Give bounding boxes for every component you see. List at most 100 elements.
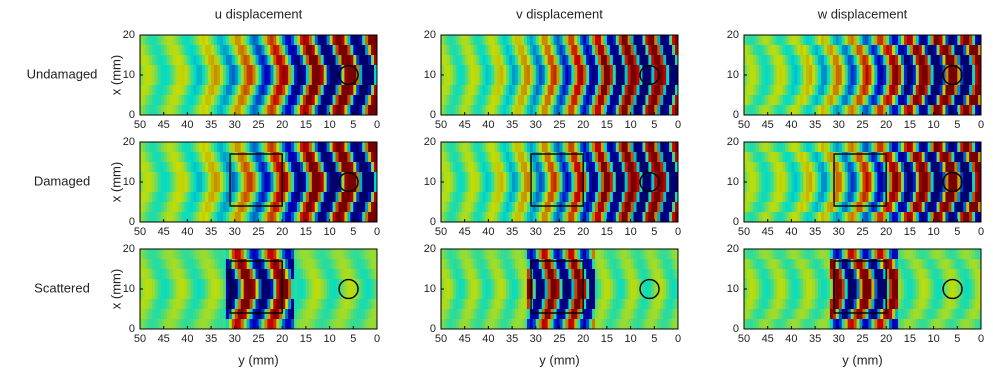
- field-cell: [669, 299, 673, 310]
- field-cell: [600, 162, 605, 173]
- field-cell: [479, 95, 484, 106]
- field-cell: [895, 85, 899, 96]
- field-cell: [538, 142, 543, 153]
- field-cell: [592, 192, 596, 203]
- field-cell: [374, 172, 377, 183]
- field-cell: [559, 95, 564, 106]
- field-cell: [196, 202, 200, 213]
- field-cell: [464, 309, 469, 320]
- field-cell: [211, 55, 215, 66]
- field-cell: [806, 55, 810, 66]
- field-cell: [476, 172, 481, 183]
- field-cell: [568, 299, 572, 310]
- field-cell: [969, 105, 973, 115]
- field-cell: [282, 142, 286, 153]
- field-cell: [217, 309, 221, 320]
- field-cell: [326, 75, 331, 86]
- field-cell: [452, 105, 457, 115]
- field-cell: [877, 45, 881, 56]
- field-cell: [663, 162, 667, 173]
- field-cell: [488, 85, 492, 96]
- field-cell: [157, 95, 162, 106]
- field-cell: [145, 142, 150, 153]
- field-cell: [491, 279, 495, 290]
- field-cell: [294, 192, 298, 203]
- field-cell: [580, 279, 584, 290]
- field-cell: [592, 152, 596, 163]
- field-cell: [467, 75, 472, 86]
- field-cell: [264, 202, 268, 213]
- field-cell: [497, 259, 501, 270]
- field-cell: [600, 55, 605, 66]
- field-cell: [660, 269, 664, 280]
- field-cell: [506, 299, 510, 310]
- field-cell: [219, 212, 224, 222]
- field-cell: [288, 309, 292, 320]
- field-cell: [178, 162, 183, 173]
- field-cell: [187, 319, 191, 329]
- field-cell: [892, 45, 896, 56]
- field-cell: [651, 309, 655, 320]
- field-cell: [589, 259, 593, 270]
- field-cell: [515, 55, 519, 66]
- field-cell: [154, 279, 159, 290]
- field-cell: [193, 249, 197, 260]
- field-cell: [853, 45, 858, 56]
- field-cell: [645, 319, 649, 329]
- field-cell: [326, 55, 331, 66]
- field-cell: [797, 202, 801, 213]
- field-cell: [276, 65, 280, 76]
- field-cell: [791, 65, 795, 76]
- field-cell: [862, 55, 867, 66]
- field-cell: [252, 192, 257, 203]
- field-cell: [299, 269, 304, 280]
- field-cell: [356, 65, 360, 76]
- field-cell: [228, 85, 233, 96]
- field-cell: [279, 65, 283, 76]
- field-cell: [341, 309, 346, 320]
- field-cell: [598, 75, 602, 86]
- field-cell: [630, 279, 635, 290]
- field-cell: [332, 172, 337, 183]
- field-cell: [636, 212, 641, 222]
- field-cell: [933, 95, 938, 106]
- field-cell: [193, 259, 197, 270]
- field-cell: [246, 192, 251, 203]
- field-cell: [663, 105, 667, 115]
- field-cell: [645, 55, 649, 66]
- field-cell: [889, 55, 893, 66]
- field-cell: [770, 45, 775, 56]
- field-cell: [565, 105, 569, 115]
- field-cell: [744, 142, 748, 153]
- field-cell: [874, 95, 878, 106]
- field-cell: [258, 105, 263, 115]
- field-cell: [344, 309, 348, 320]
- x-tick-label: 35: [506, 333, 518, 345]
- field-cell: [252, 249, 257, 260]
- field-cell: [461, 319, 466, 329]
- field-cell: [523, 192, 528, 203]
- field-cell: [449, 249, 454, 260]
- field-cell: [844, 35, 849, 46]
- field-cell: [523, 182, 528, 193]
- field-cell: [752, 162, 757, 173]
- field-cell: [145, 172, 150, 183]
- field-cell: [806, 152, 810, 163]
- field-cell: [305, 45, 310, 56]
- field-cell: [140, 249, 144, 260]
- field-cell: [214, 212, 218, 222]
- field-cell: [565, 85, 569, 96]
- field-cell: [800, 192, 804, 203]
- field-cell: [764, 172, 769, 183]
- field-cell: [797, 152, 801, 163]
- x-tick-label: 15: [300, 226, 312, 238]
- field-cell: [600, 35, 605, 46]
- field-cell: [618, 279, 623, 290]
- field-cell: [335, 85, 340, 96]
- field-cell: [627, 55, 632, 66]
- field-cell: [359, 212, 363, 222]
- field-cell: [461, 95, 466, 106]
- field-cell: [571, 85, 575, 96]
- field-cell: [184, 259, 188, 270]
- field-cell: [246, 212, 251, 222]
